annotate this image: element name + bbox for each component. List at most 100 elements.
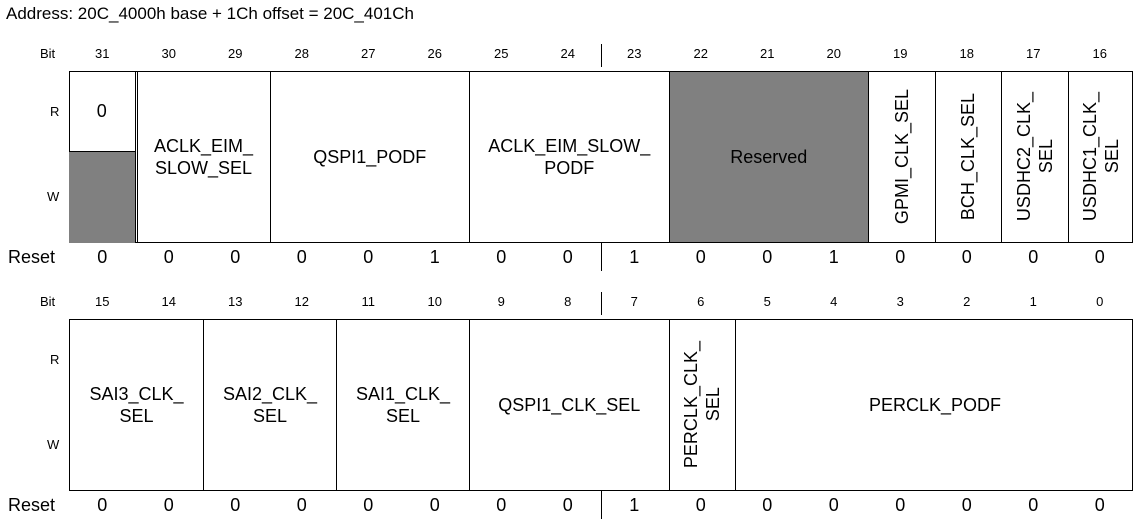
lower-bit-5: 5 — [763, 294, 771, 309]
upper-bit-26: 26 — [427, 46, 442, 61]
upper-divider-top — [601, 44, 602, 67]
upper-reset-bit-22: 0 — [695, 247, 706, 267]
upper-field-usdhc1-clk-sel: USDHC1_CLK_ SEL — [1067, 72, 1135, 242]
upper-bit-27: 27 — [361, 46, 376, 61]
upper-reset-bit-26: 1 — [429, 247, 440, 267]
lower-field-perclk-podf: PERCLK_PODF — [735, 320, 1134, 490]
lower-field-sai3-clk-sel: SAI3_CLK_ SEL — [70, 320, 203, 490]
upper-reset-bit-17: 0 — [1028, 247, 1039, 267]
lower-bit-15: 15 — [95, 294, 110, 309]
upper-reset-bit-25: 0 — [496, 247, 507, 267]
upper-reset-bit-30: 0 — [163, 247, 174, 267]
upper-bit-20: 20 — [826, 46, 841, 61]
upper-reset-bit-18: 0 — [961, 247, 972, 267]
upper-bit-23: 23 — [627, 46, 642, 61]
upper-field-aclk-eim-slow-sel: ACLK_EIM_ SLOW_SEL — [136, 72, 270, 242]
upper-bit-29: 29 — [228, 46, 243, 61]
upper-field-bch-clk-sel: BCH_CLK_SEL — [934, 72, 1002, 242]
upper-reset-bit-23: 1 — [629, 247, 640, 267]
upper-field-label: USDHC1_CLK_ SEL — [1080, 92, 1123, 222]
upper-reset-label: Reset — [8, 247, 56, 267]
lower-reset-bit-15: 0 — [97, 495, 108, 515]
upper-field-usdhc2-clk-sel: USDHC2_CLK_ SEL — [1001, 72, 1068, 242]
upper-bit-31: 31 — [95, 46, 110, 61]
upper-reset-bit-19: 0 — [895, 247, 906, 267]
upper-bit-label: Bit — [40, 46, 56, 61]
lower-field-label: SAI2_CLK_ SEL — [222, 384, 318, 426]
lower-field-label: SAI1_CLK_ SEL — [355, 384, 451, 426]
upper-field-aclk-eim-slow-podf: ACLK_EIM_SLOW_ PODF — [469, 72, 669, 242]
lower-bit-0: 0 — [1096, 294, 1104, 309]
upper-bit-28: 28 — [294, 46, 309, 61]
lower-bit-6: 6 — [697, 294, 705, 309]
lower-bit-9: 9 — [497, 294, 505, 309]
lower-bit-10: 10 — [427, 294, 442, 309]
upper-reset-bit-24: 0 — [562, 247, 573, 267]
register-address: Address: 20C_4000h base + 1Ch offset = 2… — [6, 4, 414, 23]
lower-bit-7: 7 — [630, 294, 638, 309]
upper-reset-bit-31: 0 — [97, 247, 108, 267]
lower-reset-bit-0: 0 — [1094, 495, 1105, 515]
lower-field-sai2-clk-sel: SAI2_CLK_ SEL — [203, 320, 336, 490]
lower-bit-11: 11 — [361, 294, 376, 309]
upper-field-label: GPMI_CLK_SEL — [891, 89, 912, 225]
upper-bit-16: 16 — [1092, 46, 1107, 61]
lower-reset-bit-5: 0 — [762, 495, 773, 515]
upper-bit31-write-reserved — [69, 152, 136, 243]
lower-bit-3: 3 — [896, 294, 904, 309]
lower-w-label: W — [47, 437, 60, 452]
lower-reset-bit-2: 0 — [961, 495, 972, 515]
lower-field-perclk-clk-sel: PERCLK_CLK_ SEL — [668, 320, 736, 490]
upper-field-label: USDHC2_CLK_ SEL — [1013, 92, 1056, 222]
lower-field-label: PERCLK_PODF — [868, 395, 1002, 415]
lower-field-label: QSPI1_CLK_SEL — [498, 395, 641, 415]
upper-field-label: BCH_CLK_SEL — [958, 93, 979, 221]
lower-field-sai1-clk-sel: SAI1_CLK_ SEL — [336, 320, 469, 490]
lower-reset-bit-12: 0 — [296, 495, 307, 515]
upper-reset-bit-21: 0 — [762, 247, 773, 267]
lower-bit-4: 4 — [830, 294, 838, 309]
lower-bit-14: 14 — [161, 294, 176, 309]
upper-field-label: ACLK_EIM_ SLOW_SEL — [153, 136, 254, 178]
lower-divider-bottom — [601, 491, 602, 519]
lower-reset-bit-8: 0 — [562, 495, 573, 515]
upper-divider-bottom — [601, 243, 602, 271]
lower-reset-bit-13: 0 — [230, 495, 241, 515]
lower-register-box: SAI3_CLK_ SEL SAI2_CLK_ SEL SAI1_CLK_ SEL Q… — [69, 319, 1133, 491]
lower-reset-bit-10: 0 — [429, 495, 440, 515]
lower-bit-1: 1 — [1029, 294, 1037, 309]
lower-divider-top — [601, 292, 602, 315]
lower-reset-bit-9: 0 — [496, 495, 507, 515]
upper-bit-21: 21 — [760, 46, 775, 61]
lower-field-qspi1-clk-sel: QSPI1_CLK_SEL — [469, 320, 669, 490]
upper-reset-bit-29: 0 — [230, 247, 241, 267]
upper-bit-30: 30 — [161, 46, 176, 61]
upper-reset-bit-27: 0 — [363, 247, 374, 267]
lower-field-label: SAI3_CLK_ SEL — [89, 384, 184, 426]
lower-reset-bit-6: 0 — [695, 495, 706, 515]
lower-bit-label: Bit — [40, 294, 56, 309]
lower-r-label: R — [50, 352, 60, 367]
lower-reset-label: Reset — [8, 495, 56, 515]
upper-field-qspi1-podf: QSPI1_PODF — [269, 72, 470, 242]
upper-register-box: ACLK_EIM_ SLOW_SEL QSPI1_PODF ACLK_EIM_SLO… — [69, 71, 1133, 243]
lower-reset-bit-11: 0 — [363, 495, 374, 515]
upper-bit-22: 22 — [693, 46, 708, 61]
upper-bit-24: 24 — [560, 46, 575, 61]
upper-field-gpmi-clk-sel: GPMI_CLK_SEL — [868, 72, 935, 242]
upper-bit31-read: 0 — [69, 71, 136, 152]
lower-reset-bit-4: 0 — [828, 495, 839, 515]
upper-reset-bit-16: 0 — [1094, 247, 1105, 267]
lower-reset-bit-7: 1 — [629, 495, 640, 515]
lower-reset-bit-1: 0 — [1028, 495, 1039, 515]
upper-reset-bit-28: 0 — [296, 247, 307, 267]
upper-w-label: W — [47, 189, 60, 204]
lower-bit-8: 8 — [564, 294, 572, 309]
upper-field-label: QSPI1_PODF — [313, 147, 427, 167]
upper-field-label: ACLK_EIM_SLOW_ PODF — [488, 136, 651, 178]
lower-bit-2: 2 — [963, 294, 971, 309]
lower-reset-bit-14: 0 — [163, 495, 174, 515]
upper-field-label: Reserved — [730, 147, 808, 167]
upper-bit-17: 17 — [1026, 46, 1041, 61]
lower-bit-13: 13 — [228, 294, 243, 309]
